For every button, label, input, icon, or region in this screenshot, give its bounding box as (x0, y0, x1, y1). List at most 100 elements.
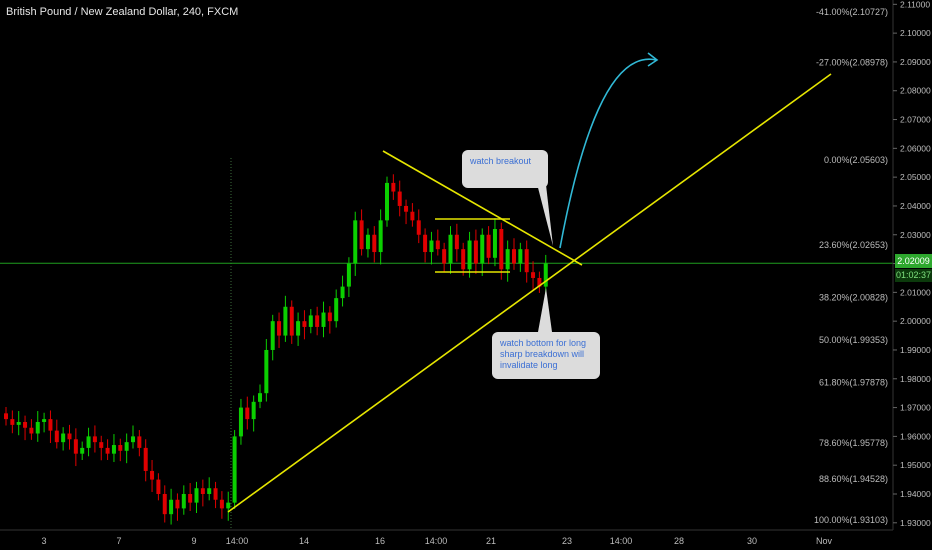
x-tick-label: 28 (674, 536, 684, 546)
candle-body (143, 447, 148, 471)
callout-line: invalidate long (500, 360, 558, 370)
candle-body (473, 240, 478, 264)
y-tick-label: 2.00000 (900, 316, 931, 326)
drawings (227, 52, 832, 513)
candle-body (346, 263, 351, 287)
fib-level-label: 50.00%(1.99353) (819, 335, 888, 345)
candle-body (448, 234, 453, 264)
arrow-head (647, 52, 659, 67)
candle-body (238, 407, 243, 437)
candle-body (213, 488, 218, 500)
x-tick-label: 14:00 (226, 536, 249, 546)
candle-body (397, 191, 402, 206)
candle-body (486, 234, 491, 258)
y-tick-label: 2.06000 (900, 143, 931, 153)
candle-body (283, 306, 288, 336)
callout-line: sharp breakdown will (500, 349, 585, 359)
candle-body (169, 499, 174, 515)
candle-body (435, 240, 440, 250)
candle-body (378, 220, 383, 253)
candle-body (29, 427, 34, 434)
candle-body (321, 312, 326, 327)
candle-body (226, 502, 231, 509)
x-tick-label: 3 (41, 536, 46, 546)
x-tick-label: 14 (299, 536, 309, 546)
callout-pointer (538, 288, 552, 332)
fib-level-label: 23.60%(2.02653) (819, 240, 888, 250)
x-tick-label: 9 (191, 536, 196, 546)
fib-level-label: 38.20%(2.00828) (819, 292, 888, 302)
candle-body (461, 249, 466, 270)
candle-body (188, 493, 193, 503)
candle-body (258, 393, 262, 402)
candle-body (131, 436, 135, 443)
candle-body (537, 277, 542, 287)
candle-body (137, 436, 142, 448)
fib-level-label: 78.60%(1.95778) (819, 438, 888, 448)
candle-body (480, 234, 485, 264)
chart-grid (0, 158, 893, 530)
candle-body (118, 445, 123, 451)
candle-body (251, 401, 256, 420)
candle-body (372, 234, 377, 253)
candle-body (162, 493, 167, 515)
x-tick-label: 14:00 (610, 536, 633, 546)
candle-body (359, 220, 364, 250)
candle-body (150, 470, 155, 480)
candle-body (423, 234, 428, 253)
candle-body (454, 234, 459, 250)
fib-level-label: 88.60%(1.94528) (819, 474, 888, 484)
x-tick-label: 30 (747, 536, 757, 546)
candle-body (365, 234, 370, 250)
x-tick-label: 14:00 (425, 536, 448, 546)
fib-level-label: 0.00%(2.05603) (824, 155, 888, 165)
current-price-tag: 2.02009 (895, 254, 932, 268)
candle-body (92, 436, 97, 443)
candle-body (181, 493, 186, 509)
bar-countdown-tag: 01:02:37 (895, 269, 932, 282)
candle-body (73, 439, 78, 454)
callout-pointer (535, 176, 553, 246)
candle-body (207, 488, 212, 494)
candle-body (156, 479, 161, 494)
candle-body (200, 488, 205, 494)
candle-body (105, 447, 110, 454)
y-tick-label: 2.05000 (900, 172, 931, 182)
candle-body (99, 442, 104, 448)
y-tick-label: 2.03000 (900, 230, 931, 240)
candle-body (391, 182, 396, 192)
candle-body (531, 272, 536, 278)
time-axis: 3 7 9 14:00 14 16 14:00 21 23 14:00 28 30 Nov (0, 529, 893, 546)
descending-trendline (382, 150, 583, 266)
candle-body (245, 407, 250, 420)
candle-body (48, 419, 53, 431)
candle-body (42, 419, 47, 422)
candle-body (385, 182, 389, 221)
fib-level-label: 100.00%(1.93103) (814, 515, 888, 525)
candle-body (512, 249, 516, 264)
y-tick-label: 2.07000 (900, 115, 931, 125)
y-tick-label: 1.94000 (900, 489, 931, 499)
fib-level-label: -41.00%(2.10727) (816, 7, 888, 17)
candle-body (302, 321, 307, 327)
candle-body (16, 421, 21, 425)
candle-body (10, 419, 15, 425)
candle-body (315, 315, 320, 327)
y-tick-label: 1.99000 (900, 345, 931, 355)
y-tick-label: 1.96000 (900, 431, 931, 441)
candle-body (404, 205, 409, 212)
candles (4, 174, 548, 525)
y-tick-label: 2.01000 (900, 287, 931, 297)
candle-body (86, 436, 91, 448)
candle-body (429, 240, 434, 253)
candle-body (4, 413, 8, 420)
candle-body (264, 349, 269, 394)
candle-body (270, 321, 275, 350)
candle-body (499, 228, 504, 270)
candle-body (334, 298, 339, 322)
candle-body (219, 499, 224, 509)
y-tick-label: 1.95000 (900, 460, 931, 470)
candle-body (327, 312, 332, 322)
candle-body (232, 436, 237, 503)
